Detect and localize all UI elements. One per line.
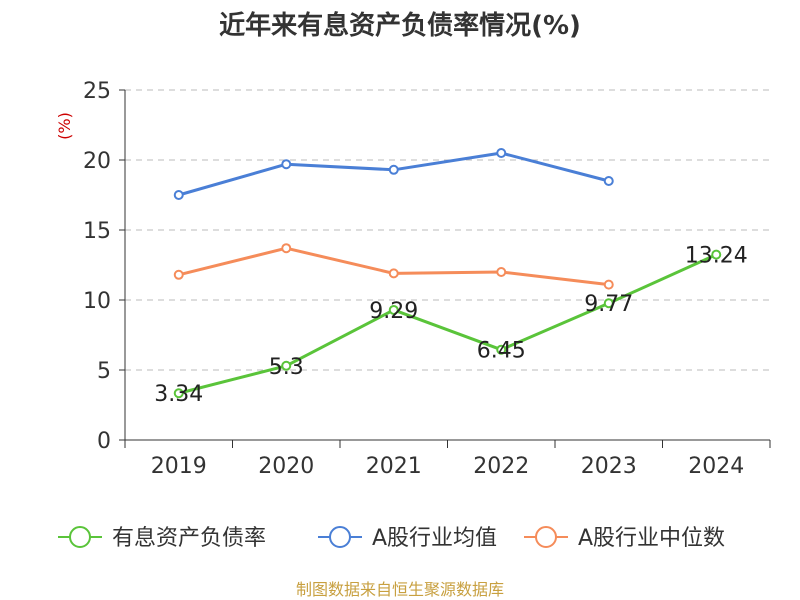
series-1 (173, 148, 614, 200)
series-line (178, 253, 717, 395)
data-point (281, 243, 292, 254)
y-tick-label: 10 (83, 289, 111, 314)
legend: 有息资产负债率 A股行业均值 A股行业中位数 (58, 526, 725, 551)
series-line (178, 246, 609, 287)
data-point (603, 176, 614, 186)
data-labels: 3.34 5.3 9.29 6.45 9.77 13.24 (154, 244, 747, 408)
x-tick-label: 2021 (366, 454, 422, 479)
series-2 (173, 243, 614, 290)
x-tick-label: 2024 (688, 454, 744, 479)
y-ticks: 0 5 10 15 20 25 (83, 79, 125, 454)
data-label: 5.3 (269, 355, 304, 380)
y-tick-label: 15 (83, 219, 111, 244)
legend-marker (535, 526, 557, 548)
series-0 (173, 249, 722, 399)
y-tick-label: 25 (83, 79, 111, 104)
data-point (603, 279, 614, 290)
legend-item: A股行业均值 (318, 526, 497, 551)
data-point (281, 159, 292, 170)
data-point (173, 269, 184, 280)
legend-item: 有息资产负债率 (58, 526, 266, 551)
data-point (173, 190, 184, 200)
data-point (496, 148, 507, 158)
data-point (496, 344, 507, 355)
data-label: 9.29 (369, 299, 418, 324)
x-tick-label: 2023 (581, 454, 637, 479)
data-label: 3.34 (154, 382, 203, 407)
data-label: 13.24 (685, 244, 748, 269)
legend-label: A股行业中位数 (578, 526, 725, 551)
data-label: 6.45 (477, 339, 526, 364)
y-tick-label: 0 (97, 429, 111, 454)
data-point (711, 249, 722, 260)
data-label: 9.77 (584, 292, 633, 317)
y-tick-label: 20 (83, 149, 111, 174)
series (173, 148, 722, 399)
legend-marker (69, 526, 91, 548)
y-axis-unit-label: (%) (55, 112, 74, 140)
x-tick-label: 2020 (258, 454, 314, 479)
data-point (281, 360, 292, 371)
legend-item: A股行业中位数 (524, 526, 725, 551)
gridlines (125, 89, 770, 371)
data-point (173, 388, 184, 399)
data-point (603, 298, 614, 309)
data-point (496, 267, 507, 277)
source-note: 制图数据来自恒生聚源数据库 (296, 580, 504, 599)
data-point (388, 164, 399, 175)
data-point (388, 304, 399, 315)
chart-title: 近年来有息资产负债率情况(%) (219, 10, 581, 41)
legend-marker (329, 526, 351, 548)
x-tick-label: 2022 (473, 454, 529, 479)
x-ticks: 2019 2020 2021 2022 2023 2024 (124, 440, 771, 479)
legend-label: 有息资产负债率 (112, 526, 266, 551)
x-tick-label: 2019 (151, 454, 207, 479)
legend-label: A股行业均值 (372, 526, 497, 551)
data-point (388, 268, 399, 279)
y-tick-label: 5 (97, 359, 111, 384)
